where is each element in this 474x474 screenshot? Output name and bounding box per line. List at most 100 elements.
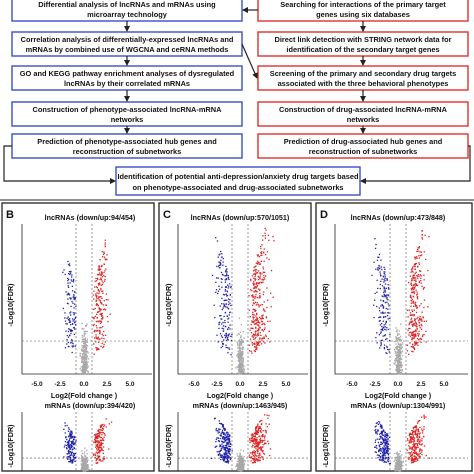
data-point (416, 306, 419, 309)
data-point (257, 333, 259, 335)
data-point (254, 438, 256, 440)
data-point (387, 454, 389, 456)
data-point (243, 465, 245, 468)
data-point (399, 460, 401, 462)
data-point (225, 452, 227, 454)
data-point (383, 440, 386, 442)
data-point (97, 305, 99, 307)
data-point (411, 456, 413, 459)
data-point (254, 337, 256, 340)
data-point (99, 459, 101, 461)
data-point (402, 461, 404, 463)
data-point (414, 452, 416, 454)
data-point (97, 274, 100, 276)
data-point (386, 327, 388, 329)
data-point (420, 275, 422, 277)
data-point (95, 442, 97, 444)
data-point (383, 436, 386, 438)
data-point (257, 255, 259, 257)
data-point (101, 342, 103, 344)
data-point (219, 333, 222, 335)
data-point (221, 345, 224, 347)
data-point (382, 295, 384, 298)
ylabel-top-c: -Log10(FDR) (164, 283, 173, 327)
data-point (224, 299, 226, 301)
data-point (384, 277, 386, 280)
data-point (95, 277, 97, 280)
data-point (224, 441, 226, 443)
data-point (252, 452, 254, 454)
data-point (395, 337, 397, 339)
data-point (389, 317, 391, 320)
data-point (95, 280, 98, 282)
data-point (241, 339, 243, 341)
data-point (73, 442, 75, 445)
data-point (99, 268, 102, 270)
data-point (228, 314, 230, 316)
data-point (251, 321, 253, 323)
data-point (399, 362, 401, 364)
left-box-3-line2: lncRNAs by their correlated mRNAs (64, 79, 190, 88)
data-point (219, 454, 221, 456)
data-point (260, 282, 263, 284)
data-point (251, 462, 254, 464)
data-point (263, 301, 265, 303)
data-point (240, 359, 242, 361)
data-point (66, 453, 68, 455)
data-point (408, 353, 410, 355)
data-point (411, 432, 414, 434)
data-point (264, 310, 266, 312)
data-point (416, 257, 418, 259)
data-point (410, 268, 413, 270)
data-point (416, 436, 418, 438)
data-point (400, 462, 402, 464)
data-point (382, 447, 384, 449)
data-point (84, 467, 86, 469)
data-point (227, 437, 229, 439)
data-point (226, 278, 228, 281)
data-point (375, 445, 378, 447)
data-point (255, 262, 257, 264)
data-point (65, 444, 68, 447)
data-point (96, 292, 98, 294)
data-point (226, 284, 229, 286)
data-point (87, 352, 89, 354)
data-point (414, 430, 416, 432)
data-point (101, 265, 103, 267)
data-point (69, 318, 71, 320)
data-point (100, 274, 102, 276)
data-point (226, 459, 229, 461)
data-point (228, 445, 230, 448)
data-point (103, 424, 106, 426)
data-point (85, 349, 87, 351)
data-point (400, 371, 403, 374)
data-point (238, 350, 240, 352)
data-point (66, 448, 68, 450)
data-point (228, 456, 230, 458)
data-point (85, 344, 88, 346)
data-point (229, 442, 232, 445)
data-point (218, 285, 220, 287)
data-point (80, 353, 82, 355)
data-point (414, 446, 417, 448)
data-point (219, 450, 221, 452)
data-point (85, 463, 87, 466)
data-point (399, 464, 401, 466)
data-point (87, 466, 89, 468)
data-point (97, 440, 100, 442)
data-point (71, 345, 73, 347)
data-point (221, 431, 223, 433)
data-point (64, 425, 66, 427)
data-point (398, 351, 400, 353)
data-point (261, 321, 263, 323)
right-box-5-line1: Prediction of drug-associated hub genes … (284, 137, 443, 146)
data-point (383, 347, 385, 349)
data-point (238, 461, 240, 463)
data-point (80, 348, 83, 350)
data-point (379, 316, 381, 318)
data-point (72, 296, 74, 298)
data-point (399, 354, 402, 356)
data-point (86, 359, 88, 361)
data-point (238, 469, 240, 471)
data-point (258, 255, 261, 258)
